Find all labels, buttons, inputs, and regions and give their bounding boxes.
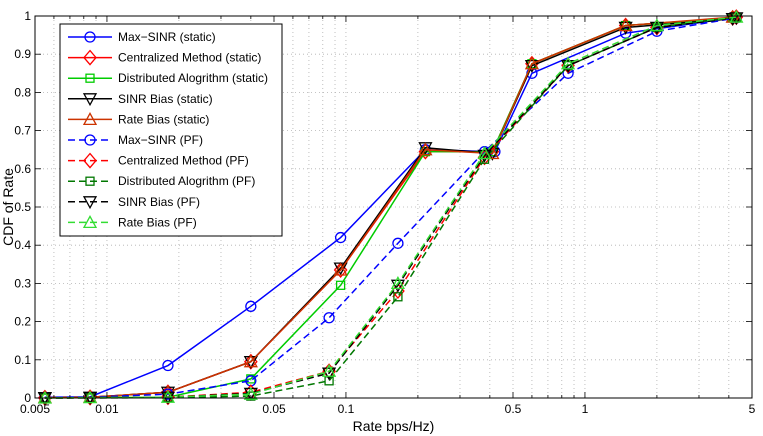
y-tick-label: 0.5: [14, 200, 31, 214]
data-point: [477, 149, 492, 163]
data-point: [729, 12, 744, 26]
legend-label: SINR Bias (PF): [118, 195, 200, 209]
legend-box: [59, 23, 283, 237]
legend-marker: [82, 215, 98, 229]
x-tick-label: 0.1: [338, 402, 355, 416]
y-tick-label: 0.6: [14, 162, 31, 176]
y-tick-label: 0.9: [14, 47, 31, 61]
data-point: [477, 146, 492, 160]
legend-entry: Max−SINR (PF): [68, 133, 203, 147]
legend-entry: Centralized Method (static): [68, 49, 261, 66]
legend-entry: Distributed Alogrithm (PF): [68, 174, 255, 188]
data-point: [245, 300, 257, 312]
y-tick-label: 0.2: [14, 315, 31, 329]
legend-entry: Max−SINR (static): [68, 30, 216, 44]
data-point: [82, 390, 98, 404]
data-point: [560, 56, 576, 70]
legend-label: Centralized Method (PF): [118, 154, 249, 168]
legend-entry: Distributed Alogrithm (static): [68, 71, 268, 85]
x-tick-label: 1: [582, 402, 589, 416]
legend-marker: [83, 49, 97, 66]
series-line: [44, 17, 737, 399]
series-10: [37, 9, 744, 404]
legend-label: Max−SINR (static): [118, 30, 216, 44]
x-tick-label: 0.01: [95, 402, 119, 416]
x-tick-label: 5: [749, 402, 756, 416]
y-tick-label: 0.3: [14, 276, 31, 290]
data-point: [618, 18, 633, 32]
series-line: [44, 17, 733, 398]
legend-marker: [84, 31, 96, 43]
legend-label: Rate Bias (PF): [118, 215, 197, 229]
y-tick-label: 0.7: [14, 124, 31, 138]
legend-marker: [85, 73, 95, 83]
legend-label: Distributed Alogrithm (PF): [118, 174, 255, 188]
data-point: [390, 279, 406, 293]
legend-label: Max−SINR (PF): [118, 133, 203, 147]
data-point: [649, 18, 664, 32]
data-point: [162, 359, 174, 372]
legend-label: Rate Bias (static): [118, 112, 209, 126]
data-point: [243, 354, 258, 368]
x-tick-label: 0.05: [262, 402, 286, 416]
data-point: [418, 142, 433, 156]
data-point: [618, 21, 633, 35]
legend-entry: SINR Bias (PF): [68, 195, 200, 210]
data-point: [729, 9, 744, 23]
y-axis-label: CDF of Rate: [0, 168, 16, 246]
x-axis-label: Rate bps/Hz): [353, 418, 435, 434]
legend-marker: [84, 134, 96, 146]
legend-marker: [85, 176, 95, 186]
data-point: [243, 386, 258, 400]
legend-marker: [82, 93, 98, 107]
data-point: [392, 237, 404, 249]
legend-entry: Rate Bias (static): [68, 112, 209, 126]
legend-entry: SINR Bias (static): [68, 92, 213, 107]
legend-label: Distributed Alogrithm (static): [118, 71, 268, 85]
data-point: [321, 367, 337, 381]
data-point: [321, 363, 337, 377]
tick-layer: 0.005 0.01 0.05 0.1 0.5 1 5 0 0.1 0.2 0.3 0.4 0.5 0.6…: [14, 9, 755, 416]
x-tick-label: 0.005: [20, 402, 50, 416]
series-line: [44, 16, 737, 399]
y-tick-label: 0.1: [14, 353, 31, 367]
legend-entry: Rate Bias (PF): [68, 215, 197, 229]
series-layer: [37, 9, 744, 406]
y-tick-label: 0.4: [14, 238, 31, 252]
series-line: [44, 16, 737, 399]
series-line: [44, 17, 737, 398]
y-tick-label: 0.8: [14, 85, 31, 99]
data-point: [524, 60, 540, 74]
legend-label: Centralized Method (static): [118, 51, 261, 65]
data-point: [649, 21, 664, 35]
data-point: [334, 231, 347, 244]
data-point: [323, 312, 335, 324]
legend-marker: [82, 112, 98, 126]
legend-marker: [82, 196, 98, 210]
data-point: [393, 292, 403, 302]
legend: Max−SINR (static) Centralized Method (sta…: [59, 23, 283, 237]
x-tick-label: 0.5: [505, 402, 522, 416]
data-point: [335, 280, 346, 290]
legend-label: SINR Bias (static): [118, 92, 213, 106]
series-line: [44, 16, 733, 399]
y-tick-label: 1: [24, 9, 31, 23]
data-point: [160, 389, 176, 403]
data-point: [333, 262, 348, 276]
data-point: [390, 276, 406, 290]
data-point: [524, 56, 540, 70]
legend-entry: Centralized Method (PF): [68, 152, 249, 169]
legend-marker: [83, 152, 97, 169]
y-tick-label: 0: [24, 391, 31, 405]
